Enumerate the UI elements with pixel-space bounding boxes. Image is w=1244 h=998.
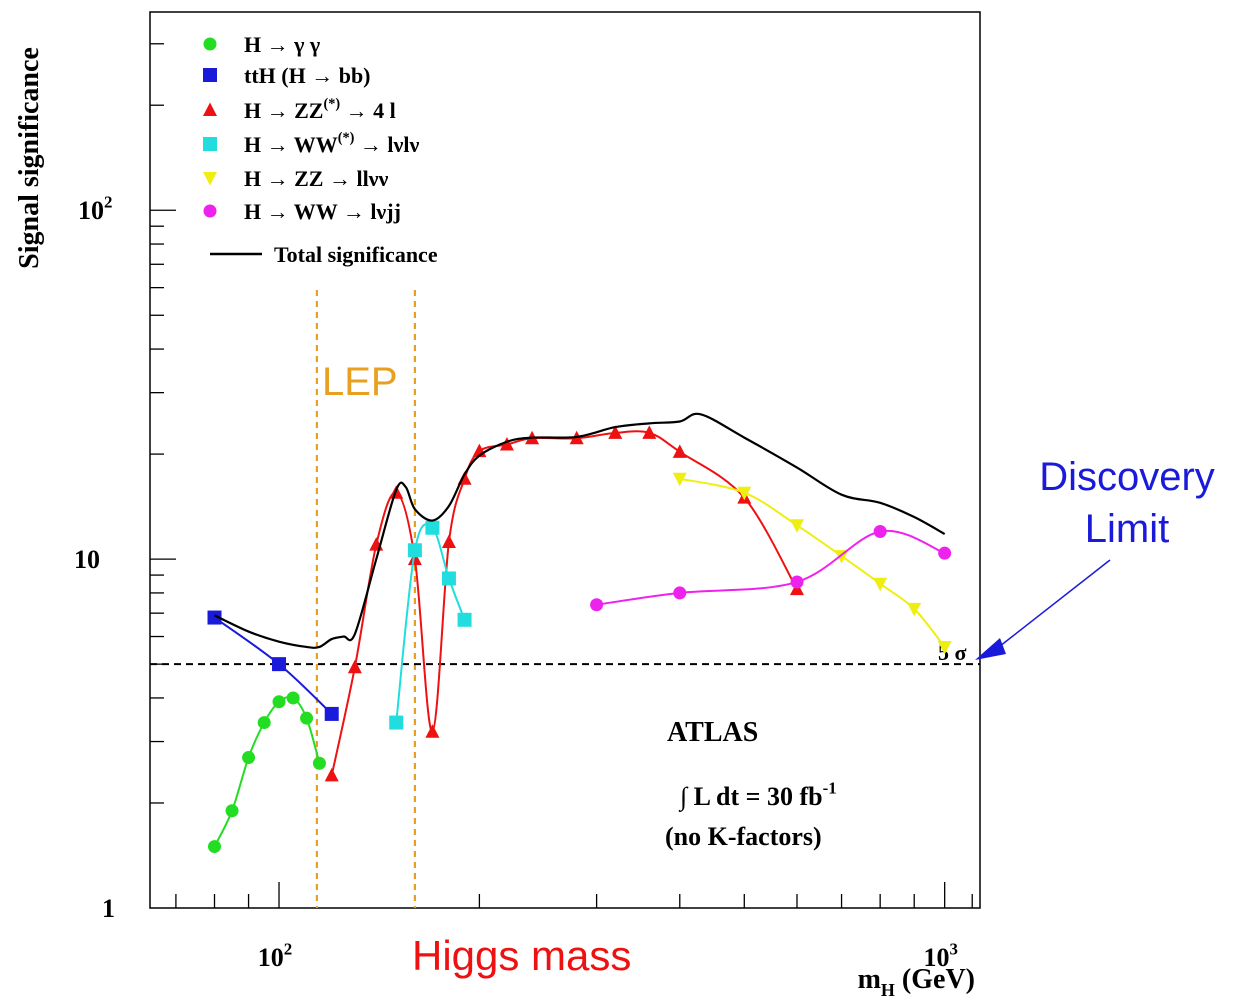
legend-label: H → ZZ(*) → 4 l [244, 96, 396, 123]
data-point [242, 751, 256, 765]
series-6 [214, 412, 946, 649]
legend-marker [203, 102, 217, 116]
data-point [907, 602, 922, 617]
luminosity-label: ∫ L dt = 30 fb-1 [678, 778, 837, 812]
legend-marker [203, 204, 217, 218]
legend-label: Total significance [274, 242, 438, 267]
legend-marker [203, 37, 217, 51]
kfactor-label: (no K-factors) [665, 822, 822, 851]
data-point [789, 519, 804, 533]
axis-ticks [150, 43, 973, 908]
data-point [590, 598, 604, 612]
legend-label: H → ZZ → llνν [244, 166, 389, 191]
lep-limit-lines [315, 290, 416, 908]
data-point [873, 577, 888, 592]
y-tick-label: 102 [78, 193, 112, 226]
data-point [225, 804, 239, 818]
data-point [790, 575, 804, 589]
series-2 [324, 425, 804, 782]
data-point [457, 612, 472, 627]
series-5 [590, 524, 952, 612]
data-point [608, 425, 623, 439]
data-point [873, 524, 887, 538]
data-point [425, 724, 440, 738]
legend-marker [203, 172, 217, 186]
legend-label: H → WW(*) → lνlν [244, 130, 419, 157]
series-1 [207, 610, 339, 721]
legend-marker [203, 68, 217, 82]
data-point [286, 691, 300, 705]
series-3 [389, 520, 472, 730]
series-line [679, 477, 946, 648]
data-point [389, 715, 404, 730]
data-point [324, 706, 339, 721]
data-point [441, 571, 456, 586]
annotations: LEP Higgs mass Discovery Limit ATLAS ∫ L dt =… [322, 360, 1215, 979]
data-point [407, 543, 422, 558]
legend-label: H → WW → lνjj [244, 199, 401, 224]
legend: H → γ γ ttH (H → bb) H → ZZ(*) → 4 l H → WW… [203, 32, 438, 267]
data-point [672, 472, 687, 487]
series-line [214, 412, 946, 649]
data-point [347, 659, 362, 674]
data-point [425, 520, 440, 535]
atlas-label: ATLAS [667, 717, 758, 748]
data-point [257, 716, 271, 730]
data-point [300, 711, 314, 725]
data-point [642, 425, 657, 439]
y-axis-title: Signal significance [14, 47, 45, 269]
data-series [207, 412, 952, 854]
higgs-mass-label: Higgs mass [412, 932, 631, 979]
series-0 [208, 691, 326, 854]
x-tick-label: 103 [923, 939, 957, 972]
legend-label: H → γ γ [244, 32, 320, 57]
data-point [937, 640, 952, 655]
discovery-label: Discovery [1039, 455, 1215, 499]
data-point [938, 546, 952, 560]
data-point [499, 437, 514, 451]
data-point [834, 550, 849, 564]
arrow-head [975, 638, 1006, 660]
y-tick-label: 1 [102, 894, 115, 923]
series-line [596, 529, 946, 606]
plot-frame [149, 11, 981, 909]
data-point [324, 767, 339, 782]
series-4 [672, 472, 952, 655]
data-point [208, 840, 222, 854]
x-axis-title: mH (GeV) [858, 964, 975, 998]
data-point [407, 551, 422, 566]
data-point [672, 444, 687, 458]
data-point [737, 486, 752, 501]
data-point [272, 695, 286, 709]
axis-labels: 102 103 1 10 102 Signal significance mH (GeV) [14, 47, 975, 998]
data-point [312, 756, 326, 770]
discovery-arrow [994, 559, 1111, 651]
lep-label: LEP [322, 360, 398, 404]
series-line [395, 523, 466, 723]
x-tick-label: 102 [258, 939, 292, 972]
data-point [441, 534, 456, 548]
limit-label: Limit [1085, 507, 1169, 551]
legend-label: ttH (H → bb) [244, 63, 371, 88]
data-point [207, 610, 222, 625]
y-tick-label: 10 [74, 545, 100, 574]
data-point [673, 586, 687, 600]
legend-marker [203, 137, 217, 151]
data-point [272, 657, 287, 672]
